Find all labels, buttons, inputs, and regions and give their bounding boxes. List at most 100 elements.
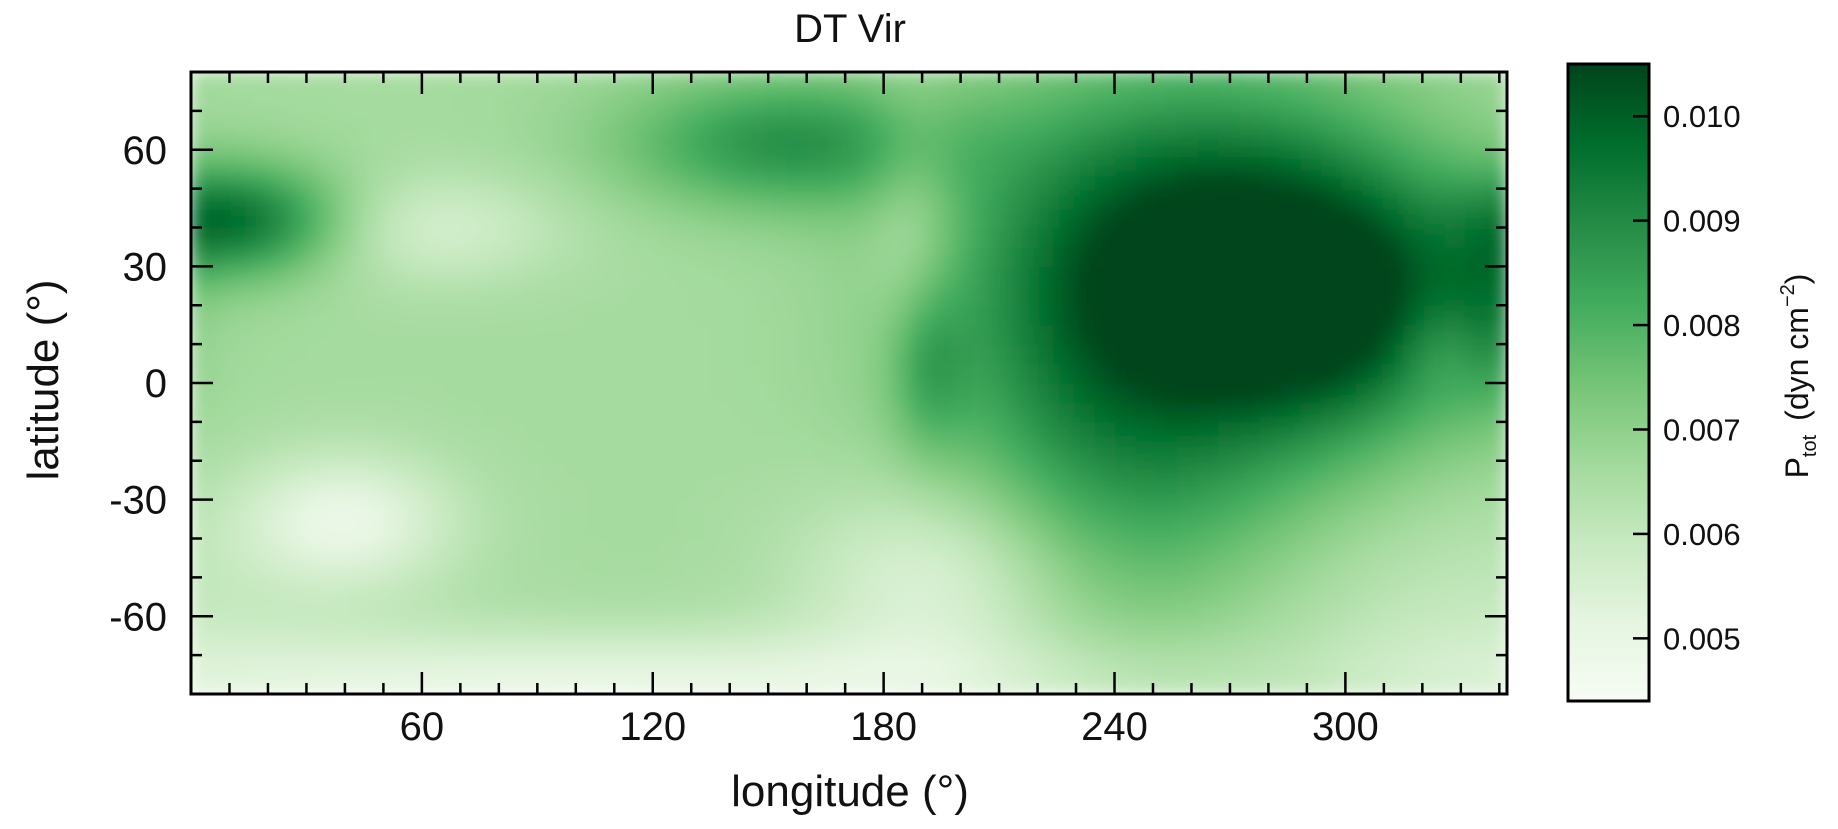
heatmap-cell: [539, 265, 563, 287]
heatmap-cell: [313, 129, 336, 151]
heatmap-cell: [1403, 226, 1426, 248]
heatmap-cell: [1135, 304, 1159, 326]
heatmap-cell: [889, 323, 912, 346]
heatmap-cell: [1382, 362, 1406, 384]
heatmap-cell: [395, 323, 419, 346]
heatmap-cell: [662, 284, 686, 307]
heatmap-cell: [251, 90, 275, 112]
heatmap-cell: [231, 207, 254, 229]
heatmap-cell: [683, 615, 707, 637]
heatmap-cell: [806, 284, 830, 307]
heatmap-cell: [1218, 479, 1241, 501]
heatmap-cell: [765, 284, 789, 307]
heatmap-cell: [457, 459, 480, 482]
heatmap-cell: [1197, 148, 1221, 171]
heatmap-cell: [601, 459, 624, 482]
heatmap-cell: [971, 90, 994, 112]
heatmap-cell: [786, 615, 809, 637]
heatmap-cell: [1012, 362, 1036, 384]
heatmap-cell: [395, 284, 419, 307]
heatmap-cell: [498, 576, 521, 598]
heatmap-cell: [1033, 284, 1056, 307]
heatmap-cell: [580, 576, 604, 598]
heatmap-cell: [745, 654, 768, 676]
heatmap-cell: [375, 401, 398, 423]
heatmap-cell: [1382, 129, 1406, 151]
heatmap-cell: [477, 148, 501, 171]
heatmap-cell: [457, 323, 480, 346]
heatmap-cell: [889, 226, 912, 248]
heatmap-cell: [1279, 284, 1303, 307]
heatmap-cell: [1300, 634, 1323, 657]
heatmap-cell: [786, 168, 809, 190]
heatmap-cell: [889, 129, 912, 151]
heatmap-cell: [560, 226, 583, 248]
heatmap-cell: [1444, 129, 1467, 151]
heatmap-cell: [704, 72, 727, 93]
heatmap-cell: [1279, 440, 1303, 462]
heatmap-cell: [1012, 615, 1036, 637]
heatmap-cell: [333, 576, 357, 598]
heatmap-cell: [210, 323, 234, 346]
heatmap-cell: [1074, 382, 1097, 404]
heatmap-cell: [868, 382, 892, 404]
heatmap-cell: [375, 187, 398, 209]
heatmap-cell: [1135, 343, 1159, 365]
heatmap-cell: [580, 615, 604, 637]
heatmap-cell: [971, 109, 994, 132]
heatmap-cell: [683, 634, 707, 657]
heatmap-cell: [1033, 323, 1056, 346]
heatmap-cell: [1074, 187, 1097, 209]
heatmap-cell: [1238, 343, 1262, 365]
x-tick-label: 240: [1081, 705, 1148, 749]
heatmap-cell: [436, 634, 460, 657]
heatmap-cell: [1156, 576, 1179, 598]
heatmap-cell: [1074, 634, 1097, 657]
heatmap-cell: [519, 207, 542, 229]
heatmap-cell: [1053, 265, 1077, 287]
heatmap-cell: [642, 382, 665, 404]
heatmap-cell: [354, 90, 378, 112]
heatmap-cell: [272, 595, 295, 618]
heatmap-cell: [580, 440, 604, 462]
heatmap-cell: [1156, 654, 1179, 676]
heatmap-cell: [889, 479, 912, 501]
heatmap-cell: [1403, 595, 1426, 618]
heatmap-cell: [704, 401, 727, 423]
heatmap-cell: [765, 343, 789, 365]
heatmap-cell: [1033, 440, 1056, 462]
heatmap-cell: [621, 109, 645, 132]
heatmap-cell: [1341, 72, 1365, 93]
heatmap-cell: [210, 109, 234, 132]
heatmap-cell: [827, 207, 850, 229]
heatmap-cell: [416, 420, 439, 443]
heatmap-cell: [1177, 148, 1200, 171]
heatmap-cell: [313, 440, 336, 462]
heatmap-cell: [1033, 595, 1056, 618]
heatmap-cell: [1033, 537, 1056, 559]
heatmap-cell: [662, 556, 686, 579]
heatmap-cell: [806, 479, 830, 501]
heatmap-cell: [642, 226, 665, 248]
heatmap-cell: [498, 304, 521, 326]
heatmap-cell: [683, 595, 707, 618]
heatmap-cell: [560, 304, 583, 326]
heatmap-cell: [621, 284, 645, 307]
heatmap-cell: [991, 90, 1015, 112]
heatmap-cell: [930, 90, 953, 112]
heatmap-cell: [724, 673, 748, 694]
heatmap-cell: [1423, 615, 1447, 637]
heatmap-cell: [1012, 323, 1036, 346]
heatmap-cell: [292, 556, 316, 579]
heatmap-cell: [683, 90, 707, 112]
heatmap-cell: [601, 420, 624, 443]
heatmap-cell: [1300, 72, 1323, 93]
heatmap-cell: [395, 479, 419, 501]
heatmap-cell: [313, 343, 336, 365]
heatmap-cell: [292, 187, 316, 209]
heatmap-cell: [416, 226, 439, 248]
heatmap-cell: [1464, 304, 1488, 326]
heatmap-cell: [539, 72, 563, 93]
heatmap-cell: [1423, 304, 1447, 326]
heatmap-cell: [662, 420, 686, 443]
